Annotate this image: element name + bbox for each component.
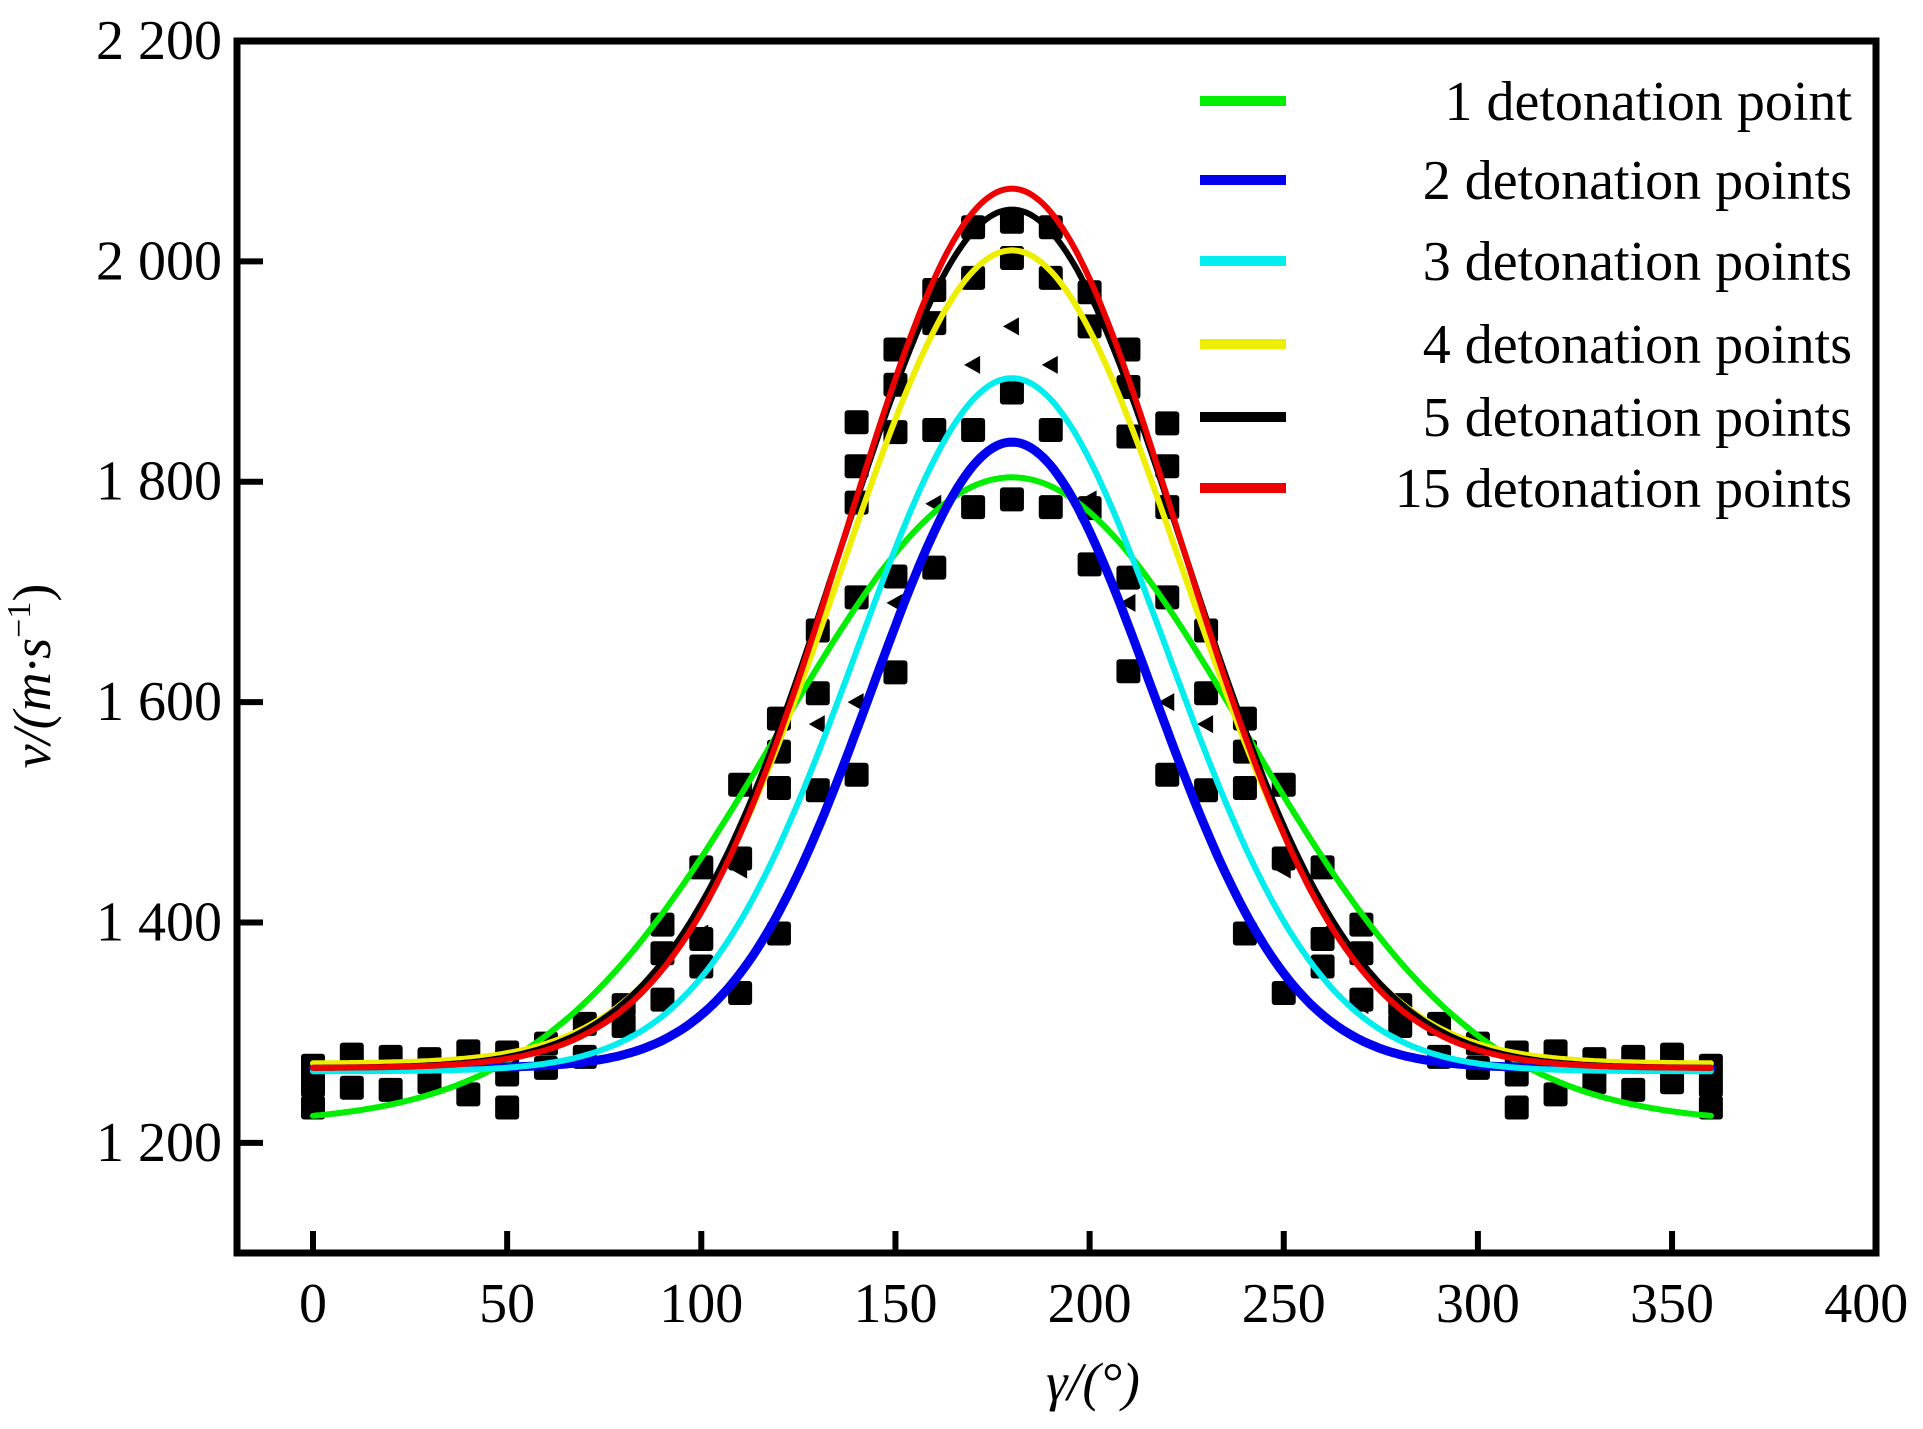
square-marker [805, 778, 830, 803]
square-marker [495, 1095, 520, 1120]
x-tick-label: 100 [659, 1273, 743, 1335]
triangle-marker [731, 860, 748, 879]
square-marker [301, 1073, 325, 1098]
square-marker [844, 585, 869, 610]
legend-label: 4 detonation points [1423, 314, 1852, 376]
square-marker [339, 1075, 364, 1100]
triangle-marker [1352, 996, 1369, 1015]
y-axis-ticks [237, 258, 263, 1146]
square-marker [999, 209, 1024, 234]
fit-curves [308, 185, 1716, 1119]
triangle-marker [1274, 860, 1291, 879]
square-marker [1077, 552, 1102, 577]
x-axis-ticks [310, 1231, 1676, 1253]
triangle-marker [653, 996, 670, 1015]
x-tick-label: 300 [1436, 1273, 1520, 1335]
square-marker [611, 1014, 636, 1039]
x-tick-label: 200 [1048, 1273, 1132, 1335]
x-tick-label: 50 [479, 1273, 535, 1335]
square-marker [999, 380, 1024, 405]
square-marker [1660, 1070, 1685, 1095]
x-tick-label: 0 [299, 1273, 327, 1335]
series-line [310, 375, 1714, 1075]
square-marker [961, 495, 986, 520]
square-marker [1155, 585, 1180, 610]
triangle-marker [808, 715, 825, 734]
square-marker [1116, 659, 1141, 684]
square-marker [1504, 1095, 1529, 1120]
square-marker [1155, 762, 1180, 787]
x-tick-label: 250 [1242, 1273, 1326, 1335]
square-marker [922, 417, 947, 442]
y-axis-title-close: ) [2, 584, 62, 602]
triangle-marker [1119, 593, 1136, 612]
legend-label: 2 detonation points [1423, 150, 1852, 212]
plot-frame [233, 37, 1880, 1257]
square-marker [1155, 411, 1180, 436]
square-marker [1194, 681, 1219, 706]
square-marker [844, 410, 869, 435]
x-tick-label: 150 [853, 1273, 937, 1335]
triangle-marker [1041, 355, 1058, 374]
y-axis-title-superscript: −1 [1, 602, 38, 638]
y-axis-title-main: v/(m·s [2, 638, 62, 768]
y-tick-label: 2 200 [96, 10, 222, 72]
y-axis-tick-labels: 1 200 1 400 1 600 1 800 2 000 2 200 [96, 10, 222, 1174]
series-line [310, 474, 1714, 1119]
legend-label: 15 detonation points [1395, 458, 1852, 520]
y-tick-label: 1 800 [96, 451, 222, 513]
square-marker [1543, 1082, 1568, 1107]
square-marker [1698, 1073, 1723, 1098]
square-marker [378, 1077, 403, 1102]
series-line [310, 185, 1714, 1071]
square-marker [883, 660, 908, 685]
legend: 1 detonation point 2 detonation points 3 d… [1200, 71, 1852, 520]
y-tick-label: 1 600 [96, 671, 222, 733]
x-axis-title: γ/(°) [1046, 1352, 1140, 1412]
square-marker [961, 417, 986, 442]
square-marker [1582, 1070, 1607, 1095]
triangle-marker [692, 924, 709, 943]
square-marker [1388, 1014, 1413, 1039]
triangle-marker [1158, 693, 1175, 712]
triangle-marker [964, 355, 981, 374]
legend-label: 3 detonation points [1423, 231, 1852, 293]
triangle-marker [1197, 715, 1214, 734]
y-tick-label: 1 400 [96, 891, 222, 953]
x-tick-label: 350 [1630, 1273, 1714, 1335]
x-axis-tick-labels: 0 50 100 150 200 250 300 350 400 [299, 1273, 1908, 1335]
square-marker [1232, 776, 1257, 801]
series-line [310, 247, 1714, 1067]
series-line [308, 437, 1716, 1073]
y-tick-label: 2 000 [96, 230, 222, 292]
square-marker [1038, 265, 1063, 290]
square-marker [417, 1070, 442, 1095]
square-marker [961, 265, 986, 290]
square-marker [456, 1082, 481, 1107]
square-marker [805, 681, 830, 706]
legend-label: 1 detonation point [1444, 71, 1852, 133]
y-axis-title: v/(m·s−1) [1, 584, 62, 769]
y-tick-label: 1 200 [96, 1112, 222, 1174]
square-marker [766, 776, 791, 801]
triangle-marker [1313, 924, 1330, 943]
x-tick-label: 400 [1824, 1273, 1908, 1335]
triangle-marker [1002, 317, 1019, 336]
square-marker [1621, 1077, 1646, 1102]
square-marker [844, 762, 869, 787]
square-marker [1038, 417, 1063, 442]
square-marker [922, 555, 947, 580]
square-marker [1038, 495, 1063, 520]
triangle-marker [1080, 490, 1097, 509]
legend-label: 5 detonation points [1423, 387, 1852, 449]
square-marker [1194, 778, 1219, 803]
triangle-marker [847, 693, 864, 712]
square-marker [999, 487, 1024, 512]
